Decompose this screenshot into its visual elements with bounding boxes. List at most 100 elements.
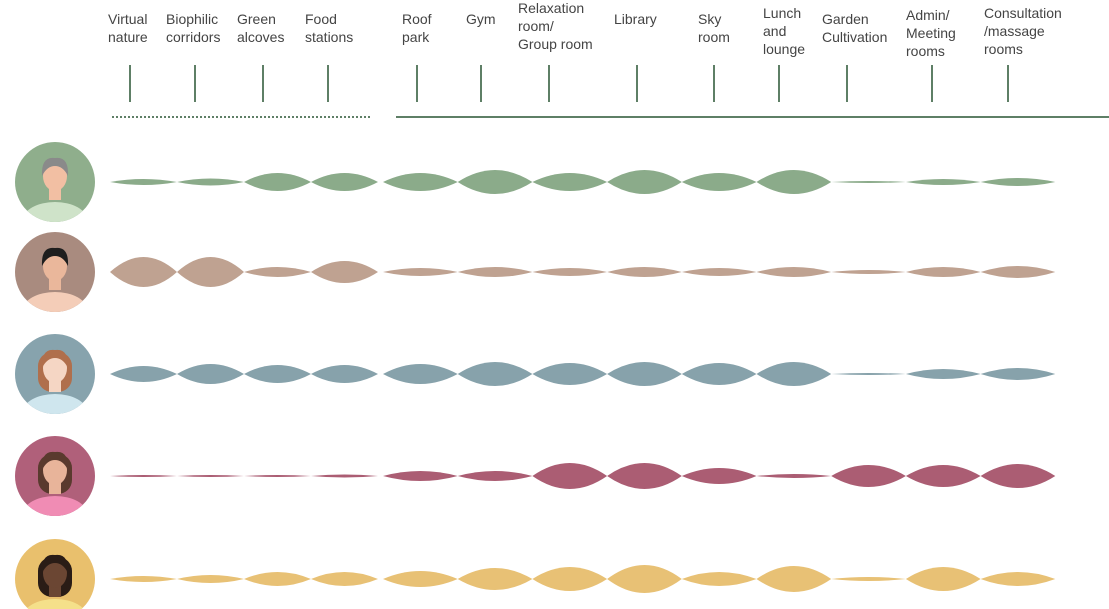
lens	[607, 267, 682, 277]
lens	[110, 475, 177, 477]
lens	[756, 566, 832, 592]
lens	[980, 464, 1056, 488]
lens	[831, 181, 906, 183]
lens	[905, 369, 981, 379]
lens	[177, 575, 244, 583]
category-label: Gym	[466, 11, 496, 27]
lens	[532, 268, 608, 276]
lens	[457, 267, 533, 277]
category-label-line: Consultation	[984, 5, 1062, 21]
lens	[311, 365, 378, 383]
category-label: Virtual nature	[108, 11, 148, 45]
lens	[383, 268, 458, 276]
category-label-line: stations	[305, 29, 353, 45]
category-label-line: /massage	[984, 23, 1045, 39]
category-label: Sky room	[698, 11, 730, 45]
lens	[244, 267, 311, 277]
lens	[532, 567, 608, 591]
lens	[457, 170, 533, 194]
lens	[681, 363, 757, 385]
lens	[905, 567, 981, 591]
avatar	[15, 539, 95, 609]
avatar	[15, 436, 95, 516]
category-label-line: Virtual	[108, 11, 147, 27]
category-label-line: Group room	[518, 36, 593, 52]
lens	[831, 577, 906, 581]
lens	[980, 368, 1056, 380]
lens	[457, 362, 533, 386]
avatar-hair	[41, 349, 69, 368]
avatar-body	[23, 292, 87, 312]
avatar-body	[23, 202, 87, 222]
avatar-hair	[41, 554, 69, 573]
avatar-head	[43, 251, 67, 281]
lens	[607, 463, 682, 489]
lens	[607, 170, 682, 194]
category-label-line: rooms	[906, 43, 945, 59]
lens	[311, 173, 378, 191]
lens	[905, 179, 981, 185]
lens	[110, 179, 177, 185]
lens	[244, 475, 311, 477]
avatar-figure	[15, 232, 95, 312]
lens	[905, 267, 981, 277]
lens	[383, 571, 458, 587]
lens	[756, 267, 832, 277]
lens	[905, 465, 981, 487]
lens	[177, 364, 244, 384]
lens	[311, 261, 378, 283]
category-label-line: Food	[305, 11, 337, 27]
category-label: Admin/Meeting rooms	[906, 7, 956, 59]
category-label-line: and	[763, 23, 786, 39]
avatar-body	[23, 496, 87, 516]
avatar-figure	[15, 334, 95, 414]
avatar	[15, 142, 95, 222]
lens	[244, 173, 311, 191]
lens	[756, 474, 832, 478]
category-label: Lunch and lounge	[763, 5, 805, 57]
avatar	[15, 334, 95, 414]
avatar	[15, 232, 95, 312]
category-label-line: rooms	[984, 41, 1023, 57]
category-label-line: room	[698, 29, 730, 45]
avatar-head	[43, 455, 67, 485]
category-label: Garden Cultivation	[822, 11, 887, 45]
lens	[756, 170, 832, 194]
avatar-body	[23, 599, 87, 609]
category-label-line: park	[402, 29, 430, 45]
category-label-line: nature	[108, 29, 148, 45]
avatar-body	[23, 394, 87, 414]
avatar-hair	[41, 451, 69, 470]
category-label: Roof park	[402, 11, 432, 45]
lens	[177, 257, 244, 287]
lens	[244, 365, 311, 383]
category-label-line: Garden	[822, 11, 869, 27]
category-label: Relaxation room/Group room	[518, 0, 593, 52]
avatar-figure	[15, 539, 95, 609]
lens	[177, 178, 244, 186]
avatar-hair	[41, 247, 69, 266]
lens	[383, 173, 458, 191]
category-label-line: Lunch	[763, 5, 801, 21]
lens	[980, 178, 1056, 186]
category-label-line: alcoves	[237, 29, 284, 45]
lens	[607, 362, 682, 386]
lens	[383, 364, 458, 384]
lens	[532, 173, 608, 191]
category-label-line: Meeting	[906, 25, 956, 41]
lens	[457, 568, 533, 590]
lens	[177, 475, 244, 477]
lens	[110, 257, 177, 287]
lens	[831, 373, 906, 375]
category-label: Consultation/massage rooms	[984, 5, 1062, 57]
category-label-line: Biophilic	[166, 11, 218, 27]
lens	[681, 572, 757, 586]
category-label-line: Library	[614, 11, 657, 27]
category-label-line: Relaxation	[518, 0, 584, 16]
lens	[110, 576, 177, 582]
lens	[756, 362, 832, 386]
avatar-head	[43, 161, 67, 191]
avatar-head	[43, 558, 67, 588]
category-label-line: room/	[518, 18, 554, 34]
